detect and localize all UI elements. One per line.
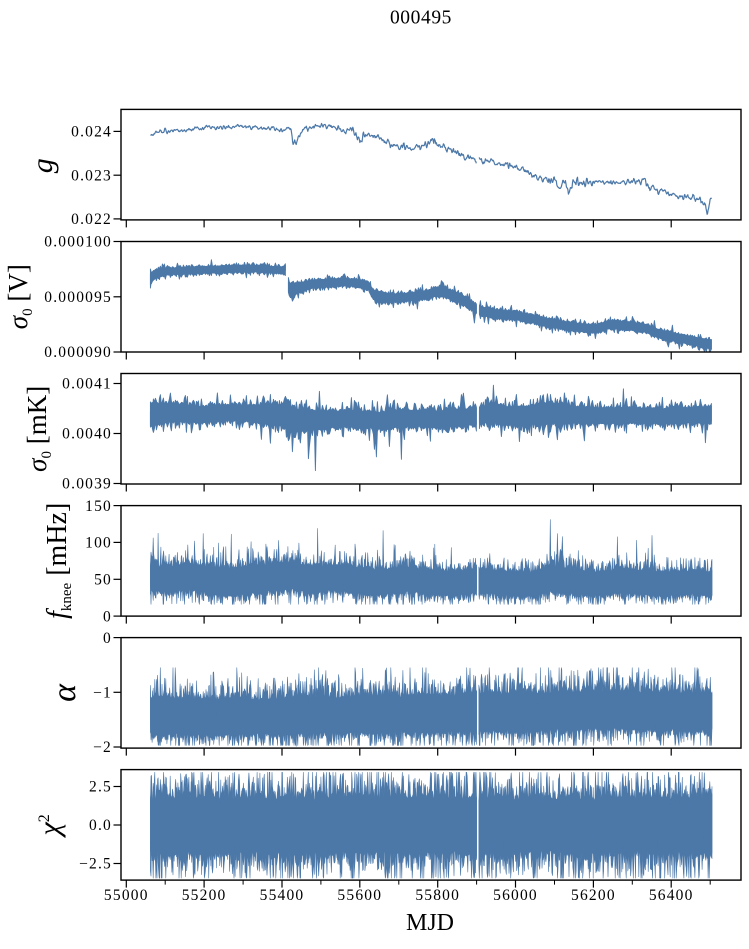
svg-text:0.0: 0.0 bbox=[89, 817, 112, 834]
svg-text:56000: 56000 bbox=[493, 887, 538, 904]
svg-text:0.000100: 0.000100 bbox=[44, 234, 112, 251]
svg-text:σ0 [mK]: σ0 [mK] bbox=[22, 386, 55, 472]
svg-text:0.022: 0.022 bbox=[71, 211, 112, 228]
svg-text:g: g bbox=[26, 158, 59, 173]
svg-text:σ0 [V]: σ0 [V] bbox=[3, 264, 36, 329]
svg-text:55400: 55400 bbox=[260, 887, 305, 904]
svg-text:0.023: 0.023 bbox=[71, 167, 112, 184]
svg-text:0: 0 bbox=[103, 630, 112, 647]
svg-text:0.000095: 0.000095 bbox=[44, 289, 112, 306]
svg-text:0.024: 0.024 bbox=[71, 124, 112, 141]
svg-text:0.0039: 0.0039 bbox=[62, 476, 112, 493]
svg-text:χ2: χ2 bbox=[33, 814, 66, 838]
svg-text:55600: 55600 bbox=[337, 887, 382, 904]
svg-text:150: 150 bbox=[85, 498, 112, 515]
svg-text:−1: −1 bbox=[93, 685, 112, 702]
svg-text:56400: 56400 bbox=[649, 887, 694, 904]
svg-text:55200: 55200 bbox=[182, 887, 227, 904]
svg-text:55000: 55000 bbox=[104, 887, 149, 904]
svg-text:0: 0 bbox=[103, 608, 112, 625]
svg-text:0.0041: 0.0041 bbox=[62, 376, 112, 393]
svg-text:56200: 56200 bbox=[571, 887, 616, 904]
svg-text:−2.5: −2.5 bbox=[79, 856, 112, 873]
svg-text:0.0040: 0.0040 bbox=[62, 426, 112, 443]
svg-text:50: 50 bbox=[94, 572, 112, 589]
svg-text:55800: 55800 bbox=[415, 887, 460, 904]
svg-text:100: 100 bbox=[85, 535, 112, 552]
svg-text:000495: 000495 bbox=[390, 8, 452, 29]
svg-text:2.5: 2.5 bbox=[89, 779, 112, 796]
svg-text:0.000090: 0.000090 bbox=[44, 344, 112, 361]
svg-text:α: α bbox=[46, 683, 83, 702]
svg-text:−2: −2 bbox=[93, 739, 112, 756]
svg-text:MJD: MJD bbox=[406, 910, 454, 936]
svg-text:fknee [mHz]: fknee [mHz] bbox=[42, 503, 75, 619]
